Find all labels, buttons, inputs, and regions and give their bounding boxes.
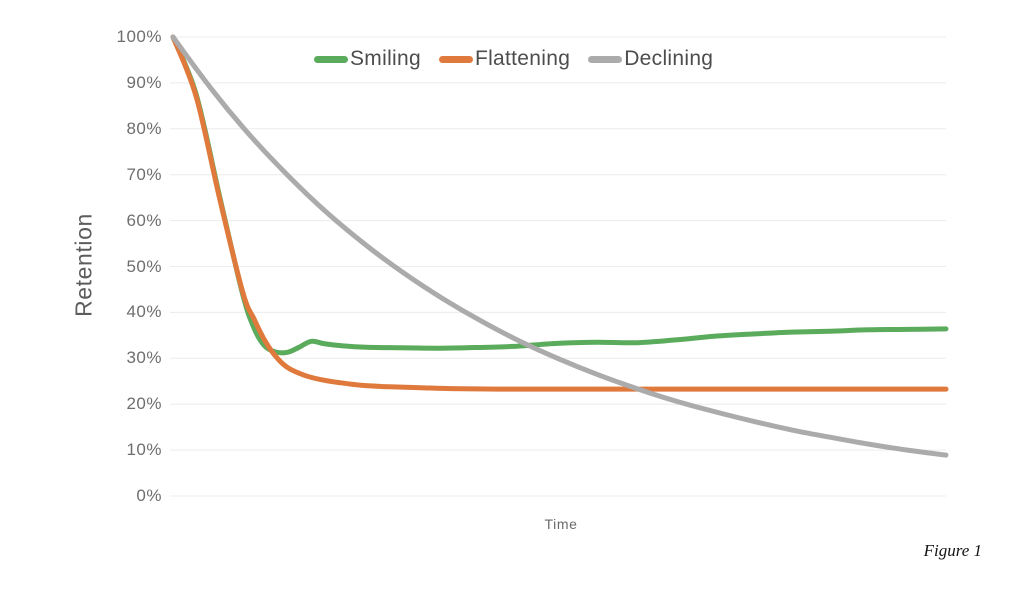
y-tick-label-0: 0%	[136, 486, 162, 505]
legend-label-smiling: Smiling	[350, 47, 421, 70]
y-tick-label-30: 30%	[126, 348, 162, 368]
y-tick-label-100: 100%	[116, 27, 162, 46]
legend-swatch-flattening-icon	[438, 55, 473, 63]
legend-label-flattening: Flattening	[474, 47, 571, 70]
series-line-declining	[170, 34, 949, 458]
y-tick-label-50: 50%	[126, 256, 162, 276]
legend: Smiling Flattening Declining	[314, 45, 713, 73]
y-axis-title: Retention	[70, 213, 97, 317]
legend-swatch-declining-icon	[588, 55, 623, 63]
x-axis-title: Time	[544, 516, 578, 532]
y-tick-label-80: 80%	[126, 118, 162, 138]
y-tick-label-40: 40%	[126, 302, 162, 322]
legend-item-flattening: Flattening	[438, 47, 571, 71]
legend-label-declining: Declining	[624, 47, 714, 70]
y-tick-label-90: 90%	[126, 72, 162, 92]
series-line-smiling	[170, 34, 949, 356]
series-line-flattening	[170, 34, 949, 392]
y-tick-label-70: 70%	[126, 164, 162, 184]
y-tick-label-60: 60%	[126, 210, 162, 230]
y-tick-label-10: 10%	[126, 440, 162, 460]
figure-caption: Figure 1	[923, 541, 982, 560]
legend-item-smiling: Smiling	[314, 47, 421, 71]
legend-item-declining: Declining	[588, 47, 713, 71]
legend-swatch-smiling-icon	[314, 55, 348, 63]
y-tick-label-20: 20%	[126, 394, 162, 414]
